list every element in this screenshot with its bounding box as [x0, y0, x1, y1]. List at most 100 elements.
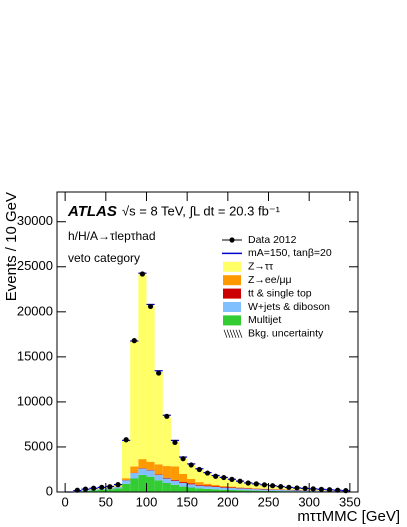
bar-segment [122, 483, 131, 492]
bar-segment [276, 490, 285, 492]
data-point [213, 473, 219, 479]
bar-segment [260, 489, 269, 491]
data-point [123, 437, 129, 443]
x-tick-label: 300 [298, 494, 320, 509]
bar-segment [179, 486, 188, 492]
annotation: h/H/A→τlepτhad [68, 229, 156, 243]
data-point [74, 487, 80, 493]
legend-label: Bkg. uncertainty [248, 328, 324, 340]
bar-segment [244, 488, 253, 489]
data-point [172, 439, 178, 446]
bar-segment [211, 484, 220, 487]
data-point [188, 462, 194, 468]
legend-marker [229, 237, 235, 243]
bar-segment [187, 484, 196, 488]
legend-hatch [232, 329, 237, 338]
bar-segment [89, 490, 98, 492]
bar-segment [154, 474, 163, 481]
data-point [82, 486, 89, 492]
data-point [180, 456, 186, 462]
bar-segment [179, 458, 188, 474]
data-point [91, 485, 97, 491]
y-axis-label: Events / 10 GeV [3, 192, 20, 301]
bar-segment [170, 442, 180, 467]
legend-label: W+jets & diboson [248, 301, 330, 313]
legend-hatch [223, 329, 228, 338]
bar-segment [122, 440, 131, 479]
bar-segment [162, 466, 171, 478]
bar-segment [211, 486, 220, 487]
plot-frame [56, 191, 359, 493]
bar-segment [235, 488, 245, 491]
bar-segment [170, 479, 180, 481]
legend-hatch [229, 329, 234, 338]
bar-segment [154, 474, 163, 475]
bar-segment [227, 487, 236, 489]
bar-segment [211, 489, 220, 492]
legend-label: Multijet [248, 314, 281, 326]
bar-segment [154, 372, 163, 465]
x-tick-label: 50 [99, 494, 113, 509]
bar-segment [195, 488, 204, 492]
y-tick-label: 25000 [17, 258, 53, 273]
bar-segment [235, 487, 245, 489]
bar-segment [113, 487, 123, 489]
legend-label: mA=150, tanβ=20 [248, 247, 332, 259]
bar-segment [179, 482, 188, 483]
bar-segment [203, 473, 212, 484]
bar-segment [130, 478, 139, 492]
data-point [139, 271, 146, 277]
bar-segment [138, 273, 147, 460]
bar-segment [235, 487, 245, 488]
bar-segment [154, 480, 163, 492]
bar-segment [170, 466, 180, 480]
data-point [310, 486, 316, 492]
data-point [237, 478, 243, 484]
legend-label: Z→ττ [248, 261, 274, 273]
bar-segment [122, 480, 131, 484]
bar-segment [244, 490, 253, 492]
bar-segment [235, 490, 245, 492]
legend-swatch [223, 302, 241, 312]
bar-segment [252, 489, 261, 491]
data-point [147, 303, 154, 310]
bar-segment [162, 477, 171, 479]
bar-segment [146, 470, 155, 477]
bar-segment [211, 475, 220, 485]
bar-segment [113, 488, 123, 492]
chart-subtitle: √s = 8 TeV, ∫L dt = 20.3 fb⁻¹ [122, 203, 281, 218]
bar-segment [195, 484, 204, 486]
bar-segment [227, 490, 236, 492]
bar-segment [211, 486, 220, 490]
data-point [261, 482, 268, 488]
x-tick-label: 350 [339, 494, 361, 509]
data-point [196, 466, 202, 473]
legend-label: Data 2012 [248, 234, 297, 246]
data-point [253, 481, 259, 487]
bar-segment [187, 478, 196, 484]
bar-segment [162, 417, 171, 467]
bar-segment [268, 489, 277, 492]
bar-segment [154, 464, 163, 475]
bar-segment [162, 482, 171, 492]
legend-label: Z→ee/μμ [248, 274, 292, 286]
bar-segment [227, 486, 236, 488]
bar-segment [162, 478, 171, 483]
bar-segment [260, 490, 269, 492]
data-point [164, 413, 170, 419]
legend-hatch [235, 329, 240, 338]
bar-segment [219, 487, 228, 490]
data-point [278, 483, 284, 490]
bar-segment [203, 486, 212, 489]
legend-hatch [238, 329, 243, 338]
data-point [131, 338, 137, 344]
bar-segment [146, 469, 155, 471]
bar-segment [195, 469, 204, 483]
bar-segment [146, 476, 155, 492]
data-point [245, 480, 251, 486]
legend-hatch [226, 329, 231, 338]
bar-segment [219, 486, 228, 488]
bar-segment [130, 341, 139, 467]
